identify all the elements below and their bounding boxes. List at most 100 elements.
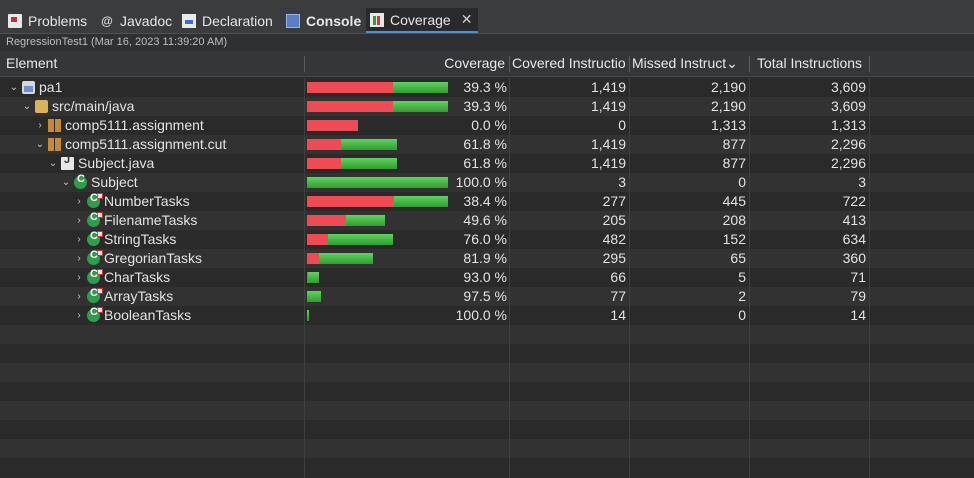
missed-segment	[307, 139, 341, 150]
column-header-coverage[interactable]: Coverage	[444, 55, 505, 71]
tab-declaration[interactable]: Declaration	[182, 9, 273, 33]
chevron-down-icon[interactable]: ⌄	[22, 101, 32, 112]
table-row[interactable]: › FilenameTasks 49.6 % 205 208 413	[0, 211, 974, 230]
table-row[interactable]: ⌄ Subject.java 61.8 % 1,419 877 2,296	[0, 154, 974, 173]
column-divider[interactable]	[629, 56, 630, 72]
missed-segment	[307, 272, 308, 283]
chevron-right-icon[interactable]: ›	[77, 310, 81, 321]
missed-instructions: 445	[722, 193, 746, 209]
missed-instructions: 0	[738, 307, 746, 323]
missed-segment	[307, 158, 341, 169]
column-divider[interactable]	[749, 56, 750, 72]
coverage-percent: 61.8 %	[463, 136, 507, 152]
total-instructions: 634	[842, 231, 866, 247]
covered-instructions: 77	[610, 288, 626, 304]
tab-coverage[interactable]: Coverage ✕	[366, 8, 479, 33]
chevron-down-icon[interactable]: ⌄	[61, 177, 71, 188]
chevron-right-icon[interactable]: ›	[77, 196, 81, 207]
empty-row	[0, 420, 974, 439]
column-grid-line	[629, 78, 630, 478]
tab-console[interactable]: Console	[286, 9, 361, 33]
total-instructions: 360	[842, 250, 866, 266]
covered-segment	[307, 177, 448, 188]
chevron-right-icon[interactable]: ›	[77, 234, 81, 245]
column-divider[interactable]	[509, 56, 510, 72]
table-row[interactable]: › CharTasks 93.0 % 66 5 71	[0, 268, 974, 287]
table-row[interactable]: › NumberTasks 38.4 % 277 445 722	[0, 192, 974, 211]
element-label: NumberTasks	[104, 193, 190, 209]
table-row[interactable]: ⌄ comp5111.assignment.cut 61.8 % 1,419 877 2,…	[0, 135, 974, 154]
coverage-bar	[307, 196, 448, 207]
covered-instructions: 482	[602, 231, 626, 247]
package-icon	[48, 138, 61, 151]
inner-class-icon	[87, 268, 103, 284]
chevron-down-icon[interactable]: ⌄	[35, 139, 45, 150]
empty-row	[0, 382, 974, 401]
column-divider[interactable]	[869, 56, 870, 72]
coverage-percent: 93.0 %	[463, 269, 507, 285]
element-label: FilenameTasks	[104, 212, 198, 228]
total-instructions: 722	[842, 193, 866, 209]
chevron-right-icon[interactable]: ›	[38, 120, 42, 131]
javadoc-icon: @	[101, 14, 113, 28]
element-label: GregorianTasks	[104, 250, 203, 266]
tab-javadoc[interactable]: @ Javadoc	[100, 9, 172, 33]
column-header-element[interactable]: Element	[6, 55, 58, 71]
close-icon[interactable]: ✕	[460, 11, 473, 27]
table-row[interactable]: › BooleanTasks 100.0 % 14 0 14	[0, 306, 974, 325]
table-row[interactable]: › GregorianTasks 81.9 % 295 65 360	[0, 249, 974, 268]
covered-segment	[393, 82, 448, 93]
chevron-down-icon[interactable]: ⌄	[9, 82, 19, 93]
column-grid-line	[304, 78, 305, 478]
column-divider[interactable]	[304, 56, 305, 72]
static-badge-icon	[97, 307, 103, 313]
static-badge-icon	[97, 231, 103, 237]
coverage-bar	[307, 253, 373, 264]
coverage-bar	[307, 177, 448, 188]
coverage-icon	[370, 12, 384, 27]
coverage-percent: 39.3 %	[463, 79, 507, 95]
empty-row	[0, 325, 974, 344]
inner-class-icon	[87, 306, 103, 322]
element-label: StringTasks	[104, 231, 177, 247]
missed-instructions: 2,190	[710, 79, 746, 95]
table-row[interactable]: ⌄ src/main/java 39.3 % 1,419 2,190 3,609	[0, 97, 974, 116]
table-row[interactable]: ⌄ Subject 100.0 % 3 0 3	[0, 173, 974, 192]
inner-class-icon	[87, 230, 103, 246]
table-row[interactable]: › StringTasks 76.0 % 482 152 634	[0, 230, 974, 249]
table-row[interactable]: ⌄ pa1 39.3 % 1,419 2,190 3,609	[0, 78, 974, 97]
coverage-percent: 38.4 %	[463, 193, 507, 209]
missed-segment	[307, 215, 346, 226]
missed-segment	[307, 196, 394, 207]
missed-segment	[307, 234, 328, 245]
chevron-right-icon[interactable]: ›	[77, 272, 81, 283]
empty-row	[0, 401, 974, 420]
column-header-covered-instructions[interactable]: Covered Instructio	[512, 55, 626, 71]
coverage-bar	[307, 272, 319, 283]
declaration-icon	[182, 14, 196, 28]
chevron-right-icon[interactable]: ›	[77, 291, 81, 302]
chevron-right-icon[interactable]: ›	[77, 253, 81, 264]
coverage-bar	[307, 158, 397, 169]
empty-row	[0, 458, 974, 477]
inner-class-icon	[87, 211, 103, 227]
class-icon	[74, 173, 87, 189]
coverage-percent: 0.0 %	[471, 117, 507, 133]
missed-segment	[307, 82, 393, 93]
coverage-percent: 100.0 %	[455, 307, 507, 323]
chevron-right-icon[interactable]: ›	[77, 215, 81, 226]
covered-segment	[307, 310, 309, 321]
column-header-total-instructions[interactable]: Total Instructions	[757, 55, 863, 71]
table-row[interactable]: › comp5111.assignment 0.0 % 0 1,313 1,313	[0, 116, 974, 135]
column-header-missed-instructions[interactable]: Missed Instruct⌄	[632, 55, 738, 71]
table-row[interactable]: › ArrayTasks 97.5 % 77 2 79	[0, 287, 974, 306]
coverage-percent: 81.9 %	[463, 250, 507, 266]
coverage-percent: 100.0 %	[455, 174, 507, 190]
static-badge-icon	[97, 212, 103, 218]
covered-segment	[393, 101, 448, 112]
chevron-down-icon[interactable]: ⌄	[48, 158, 58, 169]
missed-segment	[307, 253, 319, 264]
tab-label: Coverage	[390, 11, 451, 28]
tab-problems[interactable]: Problems	[8, 9, 87, 33]
covered-instructions: 1,419	[590, 79, 626, 95]
